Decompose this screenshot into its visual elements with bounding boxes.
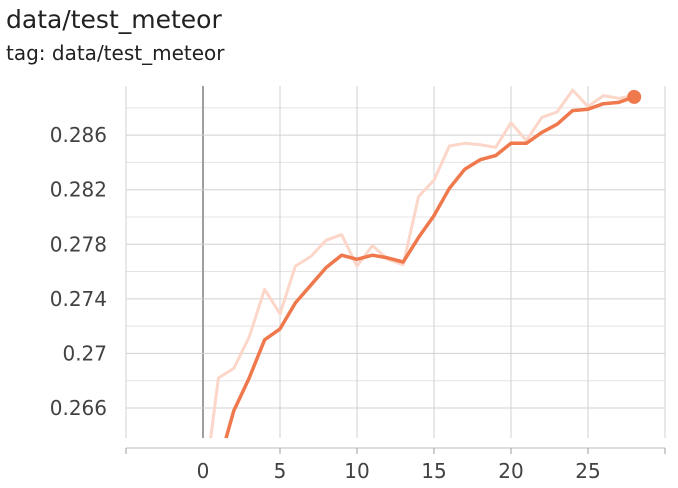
raw-series-line [209,88,636,438]
x-tick-label: 0 [197,459,210,483]
y-tick-label: 0.286 [50,123,107,147]
y-tick-label: 0.282 [50,178,107,202]
series-layer [209,88,642,438]
x-tick-label: 15 [421,459,446,483]
tick-labels: 0.266 0.27 0.274 0.278 0.282 0.286 0 5 10 15 20 25 [50,123,601,483]
last-point-marker [627,89,642,104]
major-grid [125,86,666,438]
y-tick-label: 0.278 [50,232,107,256]
x-tick-label: 20 [498,459,523,483]
y-tick-label: 0.27 [62,341,107,365]
x-tick-label: 25 [575,459,600,483]
smoothed-series-line [224,95,636,438]
x-tick-label: 10 [344,459,369,483]
y-tick-label: 0.266 [50,396,107,420]
chart-title: data/test_meteor [6,5,222,34]
x-tick-label: 5 [274,459,287,483]
chart-subtitle: tag: data/test_meteor [6,41,225,65]
minor-grid [126,107,665,382]
y-tick-label: 0.274 [50,287,107,311]
x-axis [125,447,666,454]
